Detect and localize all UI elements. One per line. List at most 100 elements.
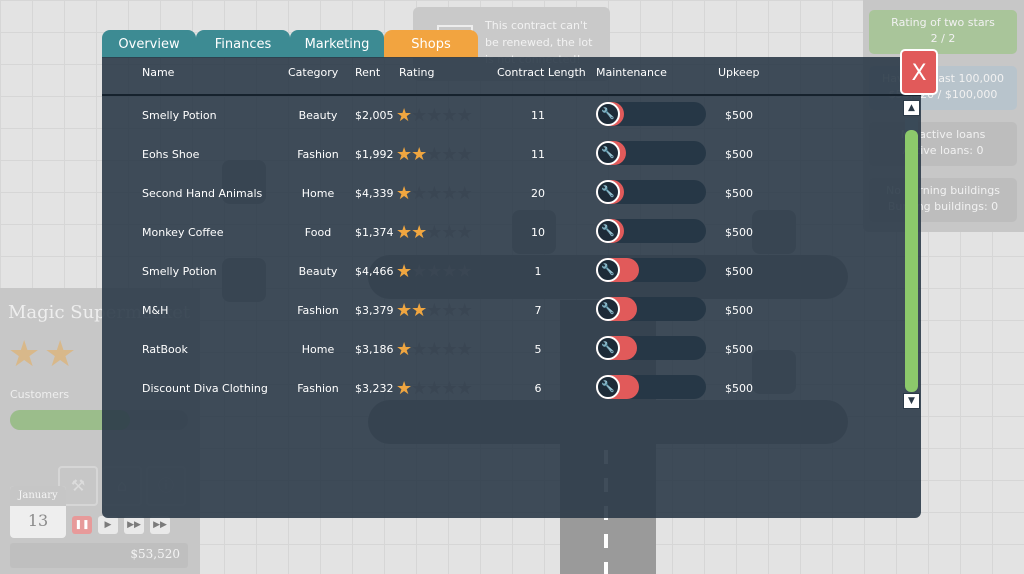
star-icon: ★: [426, 339, 442, 360]
goal-item: Rating of two stars 2 / 2: [869, 10, 1017, 54]
category-cell: Fashion: [297, 382, 339, 395]
wrench-icon[interactable]: 🔧: [596, 102, 620, 126]
header-category: Category: [288, 66, 339, 79]
star-icon: ★: [426, 300, 442, 321]
table-row[interactable]: Monkey Coffee Food $1,374 ★★★★★ 10 🔧 $500: [102, 215, 921, 254]
rating-stars: ★★★★★: [396, 105, 473, 126]
upkeep-cell: $500: [725, 187, 753, 200]
scroll-up-button[interactable]: ▲: [903, 100, 920, 116]
header-rent: Rent: [355, 66, 381, 79]
star-icon: ★: [441, 261, 457, 282]
star-icon: ★: [411, 378, 427, 399]
wrench-icon[interactable]: 🔧: [596, 258, 620, 282]
rent-cell: $4,339: [355, 187, 394, 200]
date-day: 13: [27, 511, 49, 530]
money-display: $53,520: [10, 543, 188, 568]
wrench-icon[interactable]: 🔧: [596, 141, 620, 165]
star-icon: ★: [441, 105, 457, 126]
rent-cell: $2,005: [355, 109, 394, 122]
table-row[interactable]: Second Hand Animals Home $4,339 ★★★★★ 20 🔧 $50…: [102, 176, 921, 215]
rating-stars: ★★★★★: [396, 144, 473, 165]
star-icon: ★: [411, 222, 427, 243]
table-row[interactable]: RatBook Home $3,186 ★★★★★ 5 🔧 $500: [102, 332, 921, 371]
upkeep-cell: $500: [725, 226, 753, 239]
rent-cell: $1,992: [355, 148, 394, 161]
star-icon: ★: [441, 183, 457, 204]
shop-name-cell: RatBook: [142, 343, 188, 356]
star-icon: ★: [456, 105, 473, 126]
contract-length-cell: 5: [534, 343, 542, 356]
star-icon: ★: [426, 144, 442, 165]
table-row[interactable]: Smelly Potion Beauty $4,466 ★★★★★ 1 🔧 $500: [102, 254, 921, 293]
star-icon: ★: [441, 378, 457, 399]
category-cell: Fashion: [297, 304, 339, 317]
rating-stars: ★★★★★: [396, 261, 473, 282]
rent-cell: $3,232: [355, 382, 394, 395]
star-icon: ★: [396, 105, 412, 126]
category-cell: Home: [301, 343, 335, 356]
tab-finances[interactable]: Finances: [196, 30, 290, 58]
star-icon: ★: [396, 144, 412, 165]
rating-stars: ★★★★★: [396, 300, 473, 321]
star-icon: ★: [396, 300, 412, 321]
star-icon: ★: [411, 300, 427, 321]
shop-name-cell: Monkey Coffee: [142, 226, 224, 239]
upkeep-cell: $500: [725, 148, 753, 161]
scrollbar-thumb[interactable]: [905, 130, 918, 392]
star-icon: ★: [411, 339, 427, 360]
shop-name-cell: Second Hand Animals: [142, 187, 263, 200]
star-icon: ★: [396, 339, 412, 360]
contract-length-cell: 6: [534, 382, 542, 395]
tab-overview[interactable]: Overview: [102, 30, 196, 58]
play-icon[interactable]: ▶: [98, 516, 118, 534]
star-icon: ★: [441, 144, 457, 165]
upkeep-cell: $500: [725, 343, 753, 356]
tab-shops[interactable]: Shops: [384, 30, 478, 58]
star-icon: ★: [8, 334, 41, 375]
category-cell: Fashion: [297, 148, 339, 161]
star-icon: ★: [456, 183, 473, 204]
table-row[interactable]: M&H Fashion $3,379 ★★★★★ 7 🔧 $500: [102, 293, 921, 332]
star-icon: ★: [456, 300, 473, 321]
rent-cell: $1,374: [355, 226, 394, 239]
fastest-icon[interactable]: ▶▶: [150, 516, 170, 534]
star-icon: ★: [456, 222, 473, 243]
star-icon: ★: [456, 378, 473, 399]
star-icon: ★: [411, 261, 427, 282]
star-icon: ★: [44, 334, 77, 375]
upkeep-cell: $500: [725, 265, 753, 278]
close-button[interactable]: X: [900, 49, 938, 95]
star-icon: ★: [456, 144, 473, 165]
table-row[interactable]: Eohs Shoe Fashion $1,992 ★★★★★ 11 🔧 $500: [102, 137, 921, 176]
category-cell: Beauty: [298, 109, 338, 122]
table-row[interactable]: Discount Diva Clothing Fashion $3,232 ★★★★★…: [102, 371, 921, 410]
fast-forward-icon[interactable]: ▶▶: [124, 516, 144, 534]
wrench-icon[interactable]: 🔧: [596, 180, 620, 204]
wrench-icon[interactable]: 🔧: [596, 375, 620, 399]
star-icon: ★: [396, 222, 412, 243]
star-icon: ★: [456, 261, 473, 282]
contract-length-cell: 7: [534, 304, 542, 317]
pause-icon[interactable]: ❚❚: [72, 516, 92, 534]
wrench-icon[interactable]: 🔧: [596, 219, 620, 243]
star-icon: ★: [396, 378, 412, 399]
star-icon: ★: [411, 105, 427, 126]
header-maintenance: Maintenance: [596, 66, 667, 79]
scroll-down-button[interactable]: ▼: [903, 393, 920, 409]
rating-stars: ★★★★★: [396, 378, 473, 399]
wrench-icon[interactable]: 🔧: [596, 297, 620, 321]
rating-stars: ★★★★★: [396, 222, 473, 243]
tab-marketing[interactable]: Marketing: [290, 30, 384, 58]
shops-dialog: Name Category Rent Rating Contract Lengt…: [102, 57, 921, 518]
category-cell: Home: [301, 187, 335, 200]
contract-length-cell: 1: [534, 265, 542, 278]
star-icon: ★: [411, 144, 427, 165]
star-icon: ★: [411, 183, 427, 204]
header-contract-length: Contract Length: [497, 66, 586, 79]
table-row[interactable]: Smelly Potion Beauty $2,005 ★★★★★ 11 🔧 $500: [102, 98, 921, 137]
wrench-icon[interactable]: 🔧: [596, 336, 620, 360]
rent-cell: $4,466: [355, 265, 394, 278]
star-icon: ★: [441, 222, 457, 243]
upkeep-cell: $500: [725, 109, 753, 122]
star-icon: ★: [441, 339, 457, 360]
